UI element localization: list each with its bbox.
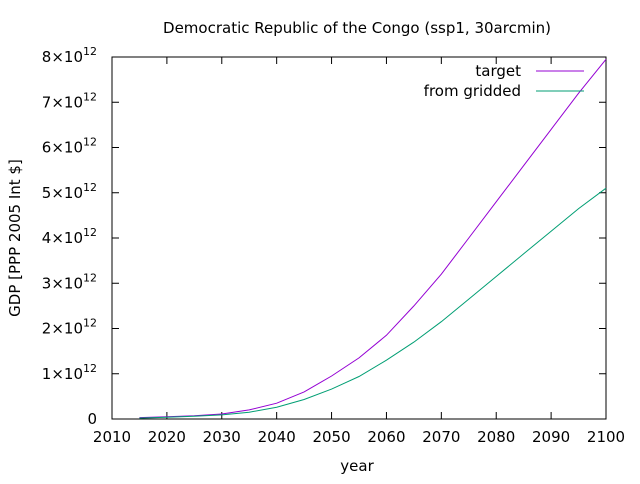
y-tick-label: 8×1012 <box>42 45 97 66</box>
legend: target from gridded <box>424 62 584 100</box>
x-tick-label: 2080 <box>477 428 515 446</box>
y-tick-label: 0 <box>87 410 97 428</box>
x-tick-label: 2050 <box>312 428 350 446</box>
legend-label: from gridded <box>424 82 521 100</box>
plot-frame <box>111 56 607 420</box>
x-tick-label: 2070 <box>422 428 460 446</box>
series-lines <box>139 58 607 419</box>
y-tick-label: 3×1012 <box>42 271 97 292</box>
series-line-0 <box>139 58 607 419</box>
y-tick-label: 7×1012 <box>42 90 97 111</box>
y-tick-label: 2×1012 <box>42 317 97 338</box>
x-tick-label: 2090 <box>532 428 570 446</box>
y-tick-label: 1×1012 <box>42 362 97 383</box>
y-tick-label: 5×1012 <box>42 181 97 202</box>
x-axis-label: year <box>340 457 374 475</box>
x-tick-label: 2060 <box>367 428 405 446</box>
x-tick-label: 2020 <box>148 428 186 446</box>
legend-label: target <box>475 62 521 80</box>
x-tick-label: 2100 <box>587 428 625 446</box>
y-axis-ticks: 0 1×1012 2×1012 3×1012 4×1012 5×1012 6×1012 7×1… <box>42 45 606 428</box>
x-axis-ticks: 2010 2020 2030 2040 2050 2060 2070 2080 2090 2100 <box>93 57 625 446</box>
series-line-1 <box>139 187 607 419</box>
x-tick-label: 2010 <box>93 428 131 446</box>
y-tick-label: 4×1012 <box>42 226 97 247</box>
chart-title: Democratic Republic of the Congo (ssp1, … <box>163 19 551 37</box>
y-tick-label: 6×1012 <box>42 136 97 157</box>
y-axis-label: GDP [PPP 2005 Int $] <box>6 159 24 317</box>
x-tick-label: 2030 <box>203 428 241 446</box>
x-tick-label: 2040 <box>258 428 296 446</box>
